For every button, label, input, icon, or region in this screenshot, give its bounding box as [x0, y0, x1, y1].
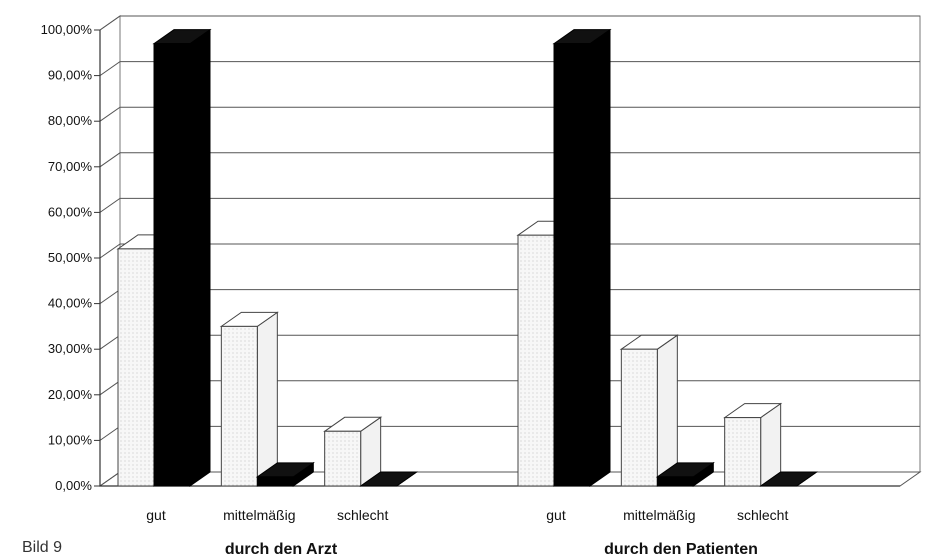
bar-front	[153, 43, 191, 487]
bar-dark	[655, 461, 715, 487]
bar-dark	[255, 461, 315, 487]
y-tick-label: 40,00%	[48, 296, 93, 311]
y-tick-label: 50,00%	[48, 250, 93, 265]
y-tick-label: 90,00%	[48, 68, 93, 83]
bar-side	[589, 28, 611, 487]
bars	[116, 28, 819, 487]
bar-front	[656, 476, 694, 487]
figure-caption: Bild 9	[22, 539, 62, 556]
y-tick-label: 70,00%	[48, 159, 93, 174]
category-label: gut	[546, 507, 566, 523]
y-tick-label: 10,00%	[48, 432, 93, 447]
bar-top	[759, 471, 819, 487]
bar-dark	[359, 471, 419, 487]
bar-side	[189, 28, 211, 487]
y-tick-label: 80,00%	[48, 113, 93, 128]
category-label: gut	[146, 507, 166, 523]
bar-front	[117, 248, 155, 487]
bar-front	[256, 476, 294, 487]
bar-dark	[152, 28, 212, 487]
y-tick-label: 60,00%	[48, 204, 93, 219]
category-label: schlecht	[737, 507, 788, 523]
bar-front	[220, 325, 258, 487]
category-label: mittelmäßig	[223, 507, 295, 523]
bar-dark	[552, 28, 612, 487]
bar-light	[723, 402, 783, 487]
gridline	[99, 243, 920, 259]
bar-dark	[759, 471, 819, 487]
category-label: schlecht	[337, 507, 388, 523]
y-tick-label: 20,00%	[48, 387, 93, 402]
bar-side	[256, 311, 278, 487]
bar-light	[323, 416, 383, 487]
group-label: durch den Arzt	[225, 541, 338, 556]
bar-side	[656, 334, 678, 487]
gridline	[99, 61, 920, 77]
y-tick-label: 30,00%	[48, 341, 93, 356]
labels: 0,00% 10,00% 20,00% 30,00% 40,00% 50,00% 60,00…	[41, 22, 789, 556]
bar-front	[620, 348, 658, 487]
gridline	[99, 106, 920, 122]
bar-top	[359, 471, 419, 487]
bar-light	[219, 311, 279, 487]
bar-front	[553, 43, 591, 487]
bar-front	[724, 417, 762, 487]
y-tick-label: 0,00%	[55, 478, 92, 493]
y-tick-label: 100,00%	[41, 22, 93, 37]
gridline	[99, 197, 920, 213]
gridline	[99, 152, 920, 168]
gridline	[99, 15, 920, 31]
category-label: mittelmäßig	[623, 507, 695, 523]
bar-front	[324, 430, 362, 487]
bar-front	[517, 234, 555, 487]
bar-light	[619, 334, 679, 487]
group-label: durch den Patienten	[604, 541, 758, 556]
